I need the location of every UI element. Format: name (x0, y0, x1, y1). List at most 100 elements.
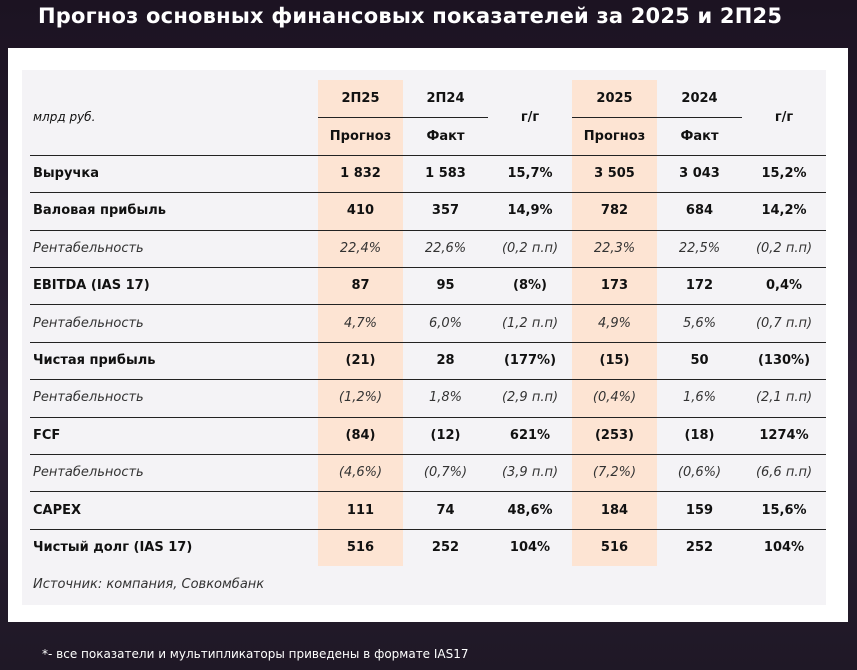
cell-value: (12) (430, 427, 461, 443)
row-label: Чистый долг (IAS 17) (33, 539, 193, 555)
cell-value: 184 (600, 502, 629, 518)
column-kind: Прогноз (329, 128, 392, 144)
row-label: Рентабельность (33, 240, 144, 256)
cell-value: 1,8% (428, 390, 463, 406)
cell-value: 14,2% (761, 203, 807, 219)
cell-value: (253) (594, 427, 635, 443)
cell-value: (7,2%) (592, 465, 637, 481)
cell-value: 1274% (759, 427, 809, 443)
unit-label: млрд руб. (33, 110, 96, 125)
cell-value: 1 583 (425, 165, 466, 181)
cell-value: 104% (509, 539, 551, 555)
cell-value: (15) (599, 352, 630, 368)
row-rule (30, 341, 826, 343)
cell-value: 252 (685, 539, 714, 555)
row-label: CAPEX (33, 502, 82, 518)
cell-value: (2,9 п.п) (501, 390, 559, 406)
cell-value: (84) (345, 427, 376, 443)
cell-value: 14,9% (507, 203, 553, 219)
column-period: г/г (774, 109, 794, 125)
cell-value: (0,7 п.п) (755, 315, 813, 331)
cell-value: 50 (690, 352, 709, 368)
footnote: *- все показатели и мультипликаторы прив… (42, 647, 469, 661)
row-label: EBITDA (IAS 17) (33, 278, 150, 294)
header-divider (572, 117, 657, 119)
row-rule (30, 379, 826, 381)
column-kind: Факт (680, 128, 719, 144)
cell-value: (1,2 п.п) (501, 315, 559, 331)
row-label: FCF (33, 427, 61, 443)
row-rule (30, 267, 826, 268)
title: Прогноз основных финансовых показателей … (38, 4, 783, 28)
row-rule (30, 304, 826, 306)
header-divider (403, 117, 488, 119)
column-period: 2П25 (341, 91, 380, 107)
cell-value: (0,2 п.п) (755, 240, 813, 256)
cell-value: 15,2% (761, 165, 807, 181)
cell-value: 104% (763, 539, 805, 555)
cell-value: 5,6% (682, 315, 717, 331)
cell-value: 172 (685, 278, 714, 294)
cell-value: (21) (345, 352, 376, 368)
cell-value: 410 (346, 203, 375, 219)
column-period: 2024 (681, 91, 718, 107)
row-label: Валовая прибыль (33, 203, 166, 219)
cell-value: (8%) (513, 278, 547, 294)
cell-value: 782 (600, 203, 629, 219)
cell-value: (0,2 п.п) (501, 240, 559, 256)
row-label: Выручка (33, 165, 99, 181)
row-rule (30, 416, 826, 418)
cell-value: 4,9% (597, 315, 632, 331)
cell-value: 252 (431, 539, 460, 555)
cell-value: 22,5% (678, 240, 721, 256)
cell-value: 95 (436, 278, 455, 294)
cell-value: (2,1 п.п) (755, 390, 813, 406)
row-label: Рентабельность (33, 390, 144, 406)
cell-value: (4,6%) (338, 465, 383, 481)
column-period: 2025 (596, 91, 633, 107)
cell-value: (1,2%) (338, 390, 383, 406)
cell-value: 87 (351, 278, 370, 294)
cell-value: 15,6% (761, 502, 807, 518)
header-rule (30, 154, 826, 156)
cell-value: (3,9 п.п) (501, 465, 559, 481)
cell-value: (0,4%) (592, 390, 637, 406)
cell-value: 6,0% (428, 315, 463, 331)
cell-value: 3 505 (594, 165, 635, 181)
cell-value: 15,7% (507, 165, 553, 181)
row-rule (30, 528, 826, 530)
column-highlight (572, 80, 657, 567)
cell-value: 28 (436, 352, 455, 368)
row-label: Рентабельность (33, 315, 144, 331)
source: Источник: компания, Совкомбанк (33, 577, 265, 593)
cell-value: 0,4% (765, 278, 803, 294)
row-rule (30, 491, 826, 493)
cell-value: 173 (600, 278, 629, 294)
header-divider (318, 117, 403, 119)
cell-value: 357 (431, 203, 460, 219)
table-panel (22, 70, 826, 605)
row-rule (30, 454, 826, 455)
cell-value: 3 043 (679, 165, 720, 181)
column-kind: Факт (426, 128, 465, 144)
cell-value: 159 (685, 502, 714, 518)
cell-value: (130%) (757, 352, 811, 368)
cell-value: (0,6%) (677, 465, 722, 481)
cell-value: (18) (684, 427, 715, 443)
cell-value: 22,4% (339, 240, 382, 256)
cell-value: 684 (685, 203, 714, 219)
cell-value: 48,6% (507, 502, 553, 518)
cell-value: 22,6% (424, 240, 467, 256)
row-label: Чистая прибыль (33, 352, 156, 368)
cell-value: (0,7%) (423, 465, 468, 481)
cell-value: 1,6% (682, 390, 717, 406)
cell-value: 516 (600, 539, 629, 555)
cell-value: 4,7% (343, 315, 378, 331)
column-period: г/г (520, 109, 540, 125)
row-rule (30, 192, 826, 194)
cell-value: 74 (436, 502, 455, 518)
header-divider (657, 117, 742, 119)
cell-value: 22,3% (593, 240, 636, 256)
cell-value: 111 (346, 502, 375, 518)
